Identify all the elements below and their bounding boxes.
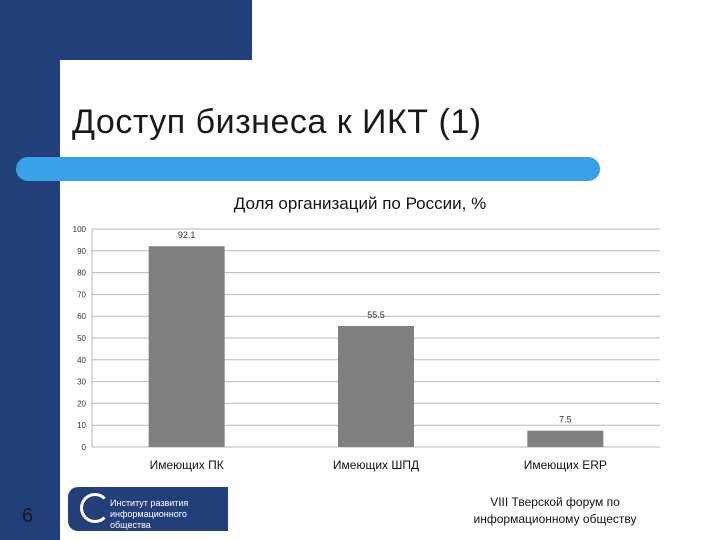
y-tick-label: 70	[77, 290, 86, 299]
y-tick-label: 30	[77, 378, 86, 387]
y-tick-label: 60	[77, 312, 86, 321]
bar-chart: 0 10 20 30 40 50 60 70 80 90 100 92.1 55.5 7.5 Имеющ…	[73, 225, 660, 472]
institute-logo: Институт развития информационного общест…	[68, 487, 228, 531]
bar-1	[148, 246, 225, 447]
data-labels: 92.1 55.5 7.5	[178, 230, 572, 424]
bar-2	[338, 326, 414, 447]
data-label: 55.5	[367, 310, 385, 320]
y-tick-label: 90	[77, 247, 86, 256]
y-tick-label: 20	[77, 399, 86, 408]
y-tick-label: 0	[82, 443, 87, 452]
data-label: 92.1	[178, 230, 196, 240]
chart-title: Доля организаций по России, %	[233, 194, 487, 213]
x-axis-ticks: Имеющих ПК Имеющих ШПД Имеющих ERP	[150, 458, 607, 472]
decor-left-band	[0, 0, 60, 540]
y-axis-ticks: 0 10 20 30 40 50 60 70 80 90 100	[73, 225, 87, 452]
y-tick-label: 10	[77, 421, 86, 430]
page-number: 6	[22, 505, 34, 527]
title-accent-bar	[16, 157, 600, 181]
y-tick-label: 50	[77, 334, 86, 343]
y-tick-label: 80	[77, 269, 86, 278]
decor-top-band	[0, 0, 252, 60]
footer-forum-text: VIII Тверской форум по информационному о…	[450, 494, 660, 528]
logo-text: Институт развития информационного общест…	[110, 498, 222, 531]
y-tick-label: 40	[77, 356, 86, 365]
slide-title: Доступ бизнеса к ИКТ (1)	[72, 103, 482, 141]
logo-text-line-1: Институт развития	[110, 498, 189, 508]
bar-3	[527, 430, 604, 447]
y-tick-label: 100	[73, 225, 87, 234]
x-tick-label: Имеющих ПК	[150, 458, 224, 472]
logo-text-line-2: информационного общества	[110, 509, 187, 530]
x-tick-label: Имеющих ERP	[524, 458, 607, 472]
footer-line-2: информационному обществу	[473, 512, 637, 526]
logo-mark-icon	[80, 493, 110, 523]
chart-bars	[148, 246, 604, 447]
footer-line-1: VIII Тверской форум по	[490, 495, 620, 509]
x-tick-label: Имеющих ШПД	[333, 458, 419, 472]
data-label: 7.5	[559, 415, 572, 425]
